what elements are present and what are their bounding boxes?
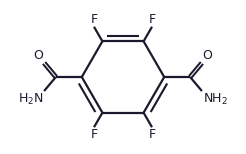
Text: O: O [203,49,213,62]
Text: F: F [148,128,155,141]
Text: O: O [33,49,43,62]
Text: F: F [91,128,98,141]
Text: H$_2$N: H$_2$N [18,92,43,107]
Text: F: F [91,13,98,26]
Text: NH$_2$: NH$_2$ [203,92,228,107]
Text: F: F [148,13,155,26]
